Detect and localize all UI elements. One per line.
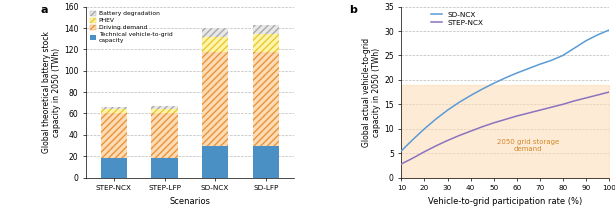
STEP-NCX bbox=[559, 103, 566, 106]
Bar bbox=[101, 107, 127, 109]
Bar bbox=[202, 52, 228, 146]
SD-NCX bbox=[582, 40, 590, 42]
SD-NCX bbox=[398, 149, 405, 152]
STEP-NCX bbox=[490, 122, 498, 124]
SD-NCX bbox=[490, 82, 498, 85]
STEP-NCX bbox=[582, 97, 590, 99]
Bar bbox=[202, 52, 228, 146]
Bar bbox=[151, 106, 178, 109]
SD-NCX bbox=[547, 59, 555, 62]
SD-NCX bbox=[432, 118, 440, 120]
STEP-NCX bbox=[571, 100, 578, 102]
STEP-NCX bbox=[501, 118, 509, 121]
Y-axis label: Global theoretical battery stock
capacity in 2050 (TWh): Global theoretical battery stock capacit… bbox=[42, 31, 61, 153]
STEP-NCX bbox=[513, 115, 520, 117]
Bar bbox=[101, 113, 127, 158]
SD-NCX bbox=[421, 127, 428, 130]
Bar bbox=[151, 106, 178, 109]
X-axis label: Scenarios: Scenarios bbox=[169, 197, 210, 206]
SD-NCX bbox=[571, 47, 578, 50]
Bar bbox=[101, 109, 127, 113]
Bar bbox=[101, 158, 127, 178]
Bar bbox=[253, 34, 279, 52]
Bar bbox=[253, 25, 279, 34]
STEP-NCX bbox=[605, 91, 613, 93]
STEP-NCX bbox=[432, 145, 440, 147]
Bar bbox=[151, 158, 178, 178]
SD-NCX bbox=[444, 109, 451, 111]
SD-NCX bbox=[525, 67, 532, 70]
Line: SD-NCX: SD-NCX bbox=[402, 30, 609, 151]
Bar bbox=[253, 25, 279, 34]
X-axis label: Vehicle-to-grid participation rate (%): Vehicle-to-grid participation rate (%) bbox=[428, 197, 582, 206]
Bar bbox=[202, 37, 228, 52]
Bar bbox=[151, 113, 178, 158]
SD-NCX bbox=[513, 72, 520, 74]
SD-NCX bbox=[605, 29, 613, 32]
Bar bbox=[253, 52, 279, 146]
Bar bbox=[202, 28, 228, 37]
Bar bbox=[253, 146, 279, 178]
Bar bbox=[202, 28, 228, 37]
SD-NCX bbox=[536, 63, 544, 66]
Legend: Battery degradation, PHEV, Driving demand, Technical vehicle-to-grid
capacity: Battery degradation, PHEV, Driving deman… bbox=[89, 10, 173, 44]
Text: b: b bbox=[349, 5, 357, 15]
Bar bbox=[151, 113, 178, 158]
STEP-NCX bbox=[455, 134, 462, 137]
Bar bbox=[202, 146, 228, 178]
Legend: SD-NCX, STEP-NCX: SD-NCX, STEP-NCX bbox=[430, 10, 485, 28]
SD-NCX bbox=[455, 101, 462, 104]
Bar bbox=[253, 34, 279, 52]
Bar bbox=[151, 109, 178, 113]
Bar bbox=[101, 113, 127, 158]
STEP-NCX bbox=[547, 106, 555, 109]
STEP-NCX bbox=[593, 94, 601, 96]
Bar bbox=[101, 107, 127, 109]
STEP-NCX bbox=[444, 139, 451, 142]
SD-NCX bbox=[478, 88, 486, 91]
Text: a: a bbox=[41, 5, 48, 15]
SD-NCX bbox=[467, 94, 474, 97]
Text: 2050 grid storage
demand: 2050 grid storage demand bbox=[497, 139, 559, 152]
STEP-NCX bbox=[398, 163, 405, 165]
STEP-NCX bbox=[478, 125, 486, 128]
SD-NCX bbox=[409, 138, 416, 141]
SD-NCX bbox=[559, 54, 566, 57]
STEP-NCX bbox=[525, 112, 532, 115]
Bar bbox=[253, 52, 279, 146]
STEP-NCX bbox=[409, 157, 416, 159]
Y-axis label: Global actual vehicle-to-grid
capacity in 2050 (TWh): Global actual vehicle-to-grid capacity i… bbox=[362, 38, 381, 147]
Bar bbox=[202, 37, 228, 52]
SD-NCX bbox=[501, 77, 509, 79]
STEP-NCX bbox=[536, 109, 544, 111]
Line: STEP-NCX: STEP-NCX bbox=[402, 92, 609, 164]
Bar bbox=[101, 109, 127, 113]
Bar bbox=[151, 109, 178, 113]
SD-NCX bbox=[593, 34, 601, 36]
STEP-NCX bbox=[467, 130, 474, 133]
STEP-NCX bbox=[421, 150, 428, 153]
